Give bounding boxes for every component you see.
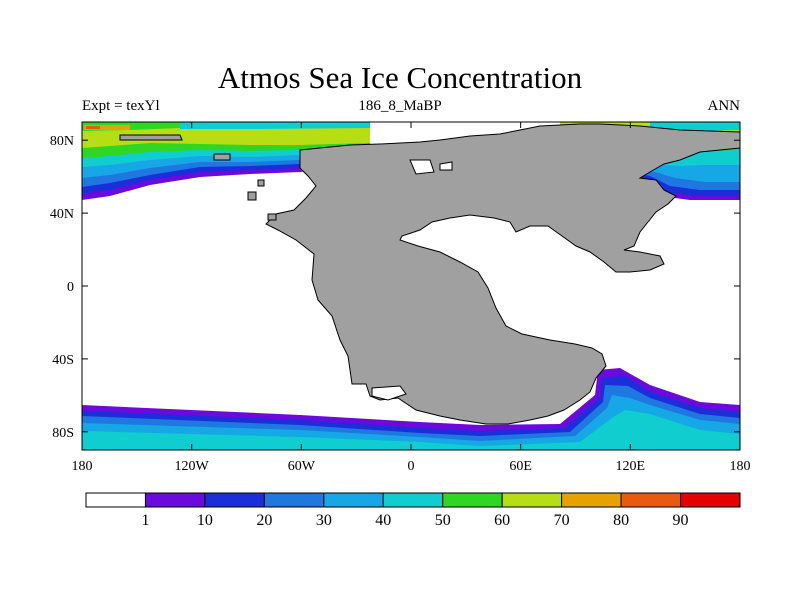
colorbar-label: 40 <box>375 512 391 529</box>
x-tick-label: 180 <box>730 459 751 474</box>
colorbar-swatch <box>501 492 563 508</box>
x-tick-label: 0 <box>408 459 415 474</box>
y-tick-label: 40S <box>52 353 74 368</box>
land-island-1 <box>213 153 231 161</box>
colorbar: 1 10 20 30 40 50 60 70 80 90 <box>85 492 741 529</box>
colorbar-swatch <box>204 492 265 508</box>
colorbar-swatch <box>382 492 444 508</box>
land <box>119 123 740 425</box>
colorbar-label: 60 <box>494 512 510 529</box>
x-tick-label: 180 <box>72 459 93 474</box>
experiment-label: Expt = texYl <box>82 98 160 114</box>
land-island-4 <box>267 213 277 221</box>
colorbar-label: 80 <box>613 512 629 529</box>
inland-seas <box>371 159 453 401</box>
colorbar-swatch <box>263 492 325 508</box>
land-main <box>265 123 740 425</box>
y-tick-label: 40N <box>50 207 74 222</box>
colorbar-swatch <box>85 492 146 508</box>
colorbar-label: 50 <box>435 512 451 529</box>
map-field <box>82 122 740 450</box>
axis-ticks: 180 120W 60W 0 60E 120E 180 80N 40N 0 40S 80S <box>50 122 751 474</box>
colorbar-swatch <box>442 492 503 508</box>
x-tick-label: 120E <box>616 459 646 474</box>
x-tick-label: 120W <box>175 459 210 474</box>
colorbar-label: 30 <box>316 512 332 529</box>
colorbar-label: 20 <box>256 512 272 529</box>
season-label: ANN <box>707 98 741 114</box>
colorbar-label: 90 <box>673 512 689 529</box>
period-label: 186_8_MaBP <box>358 98 442 114</box>
x-tick-label: 60W <box>288 459 316 474</box>
colorbar-label: 1 <box>141 512 149 529</box>
x-tick-label: 60E <box>509 459 532 474</box>
land-island-2 <box>247 191 257 201</box>
map-title: Atmos Sea Ice Concentration <box>217 60 583 95</box>
southern-sea-ice <box>82 368 740 450</box>
colorbar-swatch <box>680 492 741 508</box>
y-tick-label: 80N <box>50 134 74 149</box>
land-north <box>119 134 183 141</box>
colorbar-swatch <box>620 492 682 508</box>
colorbar-label: 70 <box>554 512 570 529</box>
y-tick-label: 0 <box>67 280 74 295</box>
colorbar-swatch <box>144 492 206 508</box>
land-island-3 <box>257 179 265 187</box>
colorbar-label: 10 <box>197 512 213 529</box>
y-tick-label: 80S <box>52 426 74 441</box>
colorbar-swatch <box>561 492 622 508</box>
colorbar-swatch <box>323 492 384 508</box>
